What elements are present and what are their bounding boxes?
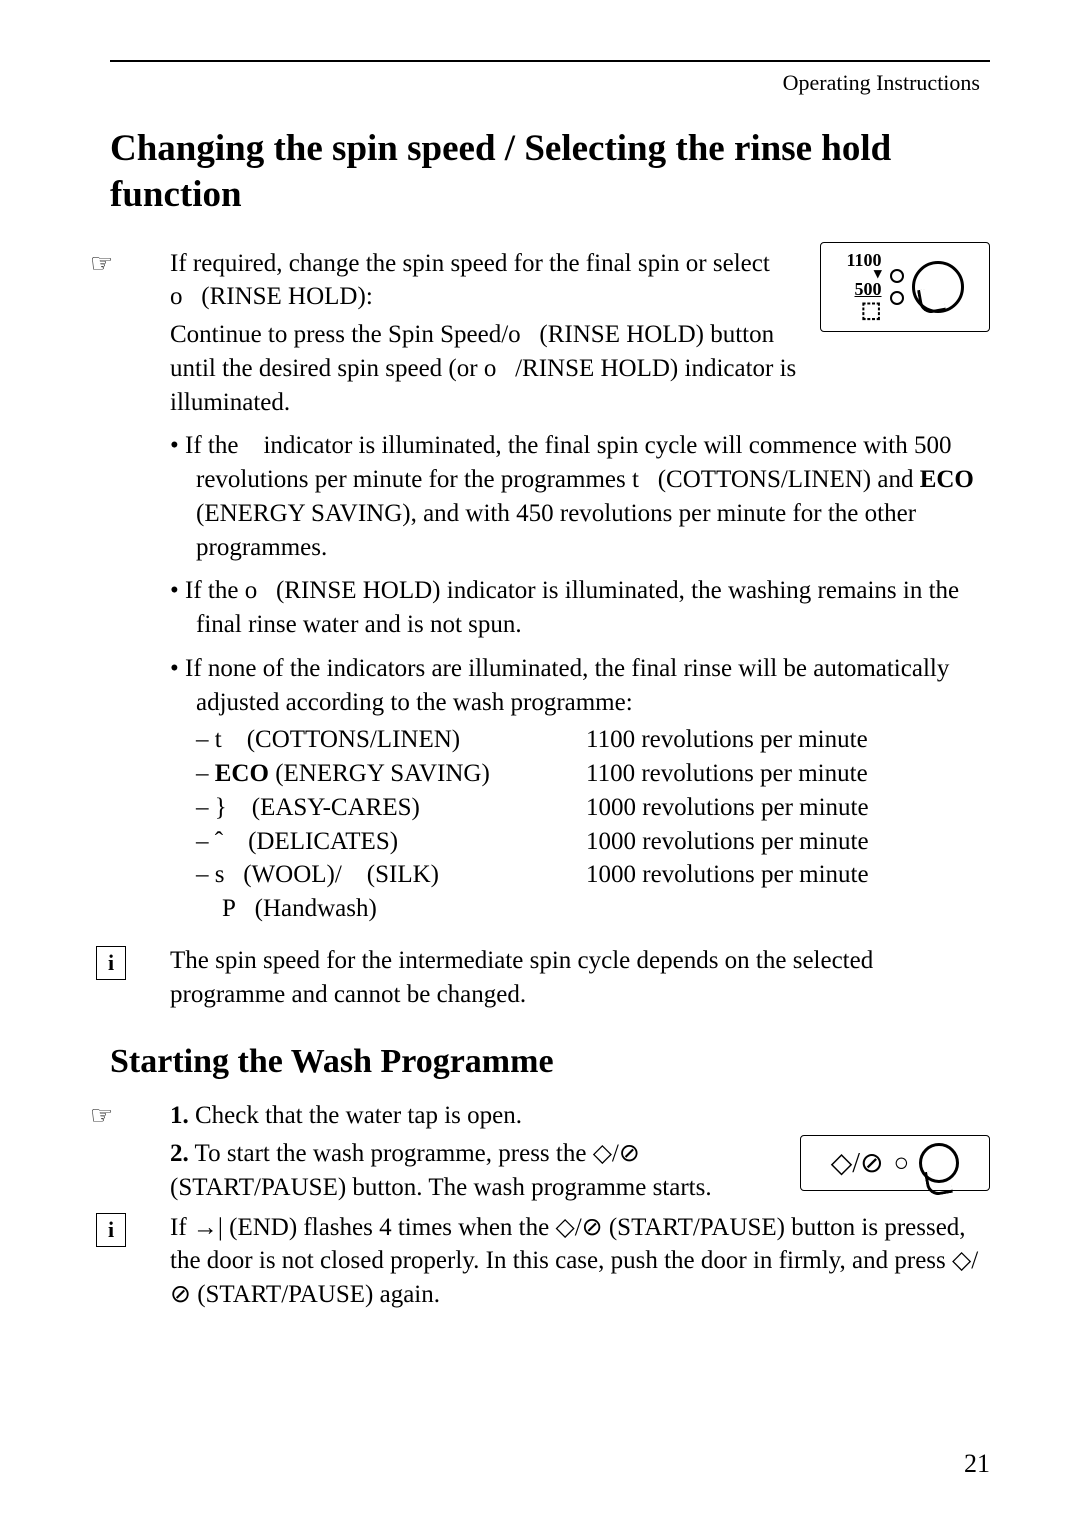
info-door-not-closed: If →| (END) flashes 4 times when the ◇/⊘… <box>170 1211 990 1312</box>
prog-row-eco: – ECO (ENERGY SAVING) 1100 revolutions p… <box>196 757 990 791</box>
info-icon: i <box>96 946 126 980</box>
info-intermediate-spin: The spin speed for the intermediate spin… <box>170 944 990 1012</box>
step-1: 1. Check that the water tap is open. <box>170 1099 990 1133</box>
header-rule <box>110 60 990 62</box>
bullet-rinse-hold: • If the o (RINSE HOLD) indicator is ill… <box>170 574 990 642</box>
button-circle-icon <box>912 261 964 313</box>
prog-row-cottons: – t (COTTONS/LINEN) 1100 revolutions per… <box>196 723 990 757</box>
intro-para-2: Continue to press the Spin Speed/o (RINS… <box>170 318 800 419</box>
section-title-spin: Changing the spin speed / Selecting the … <box>110 126 990 219</box>
prog-row-handwash: P (Handwash) <box>196 892 990 926</box>
indicator-led-icon <box>890 269 904 283</box>
page-number: 21 <box>964 1449 990 1479</box>
prog-row-easy-cares: – } (EASY-CARES) 1000 revolutions per mi… <box>196 791 990 825</box>
prog-row-wool-silk: – s (WOOL)/ (SILK) 1000 revolutions per … <box>196 858 990 892</box>
section-title-start: Starting the Wash Programme <box>110 1043 990 1081</box>
button-circle-icon <box>919 1143 959 1183</box>
start-pause-diagram: ◇/⊘ ○ <box>800 1135 990 1191</box>
bullet-auto-adjust: • If none of the indicators are illumina… <box>170 652 990 720</box>
info-icon: i <box>96 1213 126 1247</box>
hand-pointer-icon: ☞ <box>90 249 113 279</box>
spin-speed-diagram: 1100 ▾ 500 ⬚ <box>820 242 990 332</box>
hand-pointer-icon: ☞ <box>90 1101 113 1131</box>
intro-para-1: If required, change the spin speed for t… <box>170 247 800 315</box>
prog-row-delicates: – ˆ (DELICATES) 1000 revolutions per min… <box>196 825 990 859</box>
header-text: Operating Instructions <box>110 70 990 96</box>
start-pause-symbol-icon: ◇/⊘ <box>831 1146 884 1180</box>
diag-500: 500 <box>855 280 882 298</box>
indicator-led-icon <box>890 291 904 305</box>
led-dot-icon: ○ <box>894 1148 910 1178</box>
bullet-500rpm: • If the indicator is illuminated, the f… <box>170 429 990 564</box>
tub-icon: ⬚ <box>861 298 882 322</box>
